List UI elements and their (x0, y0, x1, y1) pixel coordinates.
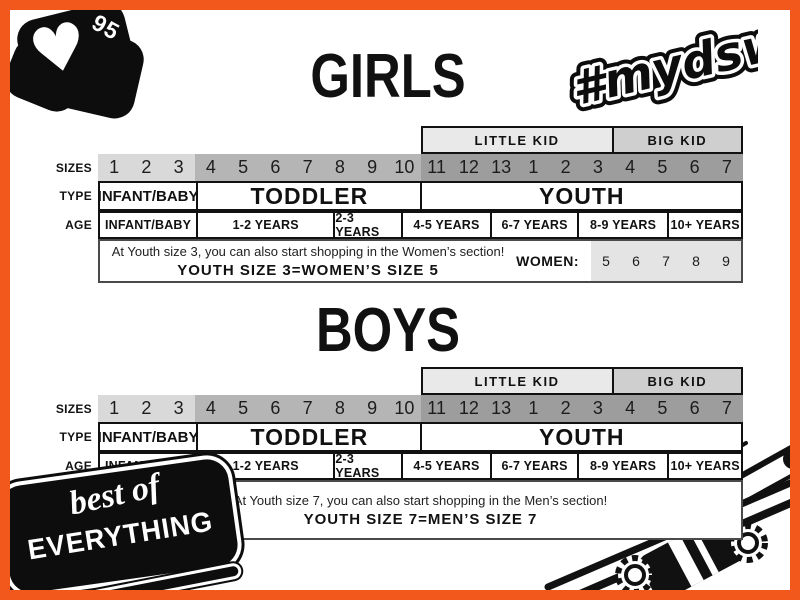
age-cell: 4-5 YEARS (400, 213, 491, 237)
type-cell: TODDLER (196, 183, 420, 209)
size-cell: 10 (394, 398, 415, 418)
size-cell: 2 (141, 398, 152, 418)
type-label: TYPE (59, 430, 92, 444)
women-size-cell: 5 (602, 253, 610, 269)
girls-note-row: At Youth size 3, you can also start shop… (62, 239, 743, 283)
sizes-label: SIZES (55, 160, 92, 175)
size-cell: 9 (367, 157, 378, 177)
sizes-label: SIZES (55, 401, 92, 416)
age-cell: 8-9 YEARS (576, 213, 667, 237)
type-cell: INFANT/BABY (97, 428, 199, 446)
little-kid-header: LITTLE KID (422, 128, 614, 152)
age-cell: 1-2 YEARS (196, 213, 333, 237)
size-cell: 1 (109, 157, 120, 177)
age-cell: 10+ YEARS (667, 454, 741, 478)
size-cell: 7 (302, 398, 313, 418)
size-cell: 8 (334, 157, 345, 177)
size-cell: 5 (657, 157, 668, 177)
age-cell: 2-3 YEARS (333, 452, 400, 480)
age-label: AGE (65, 459, 92, 473)
age-cell: INFANT/BABY (104, 218, 192, 232)
size-cell: 13 (491, 398, 512, 418)
age-cell: 6-7 YEARS (490, 454, 577, 478)
type-label: TYPE (59, 189, 92, 203)
size-cell: 10 (394, 157, 415, 177)
size-cell: 3 (592, 157, 603, 177)
type-cell: INFANT/BABY (97, 187, 199, 205)
size-cell: 3 (173, 398, 184, 418)
big-kid-header: BIG KID (613, 369, 741, 393)
women-size-cell: 6 (632, 253, 640, 269)
size-cell: 4 (625, 157, 636, 177)
hashtag-logo: #mydsw #mydsw #mydsw (559, 14, 758, 124)
size-cell: 8 (334, 398, 345, 418)
size-cell: 1 (528, 157, 539, 177)
size-cell: 5 (238, 398, 249, 418)
age-cell: 4-5 YEARS (400, 454, 491, 478)
svg-text:#mydsw: #mydsw (566, 14, 758, 117)
size-cell: 3 (592, 398, 603, 418)
age-cell: 10+ YEARS (667, 213, 741, 237)
girls-kid-group-row: LITTLE KID BIG KID (62, 126, 743, 154)
size-cell: 9 (367, 398, 378, 418)
size-cell: 11 (427, 157, 446, 177)
note-line1: At Youth size 3, you can also start shop… (111, 243, 505, 259)
size-cell: 7 (721, 398, 732, 418)
size-cell: 11 (427, 398, 446, 418)
cassette-reel-left-icon (615, 555, 655, 595)
size-cell: 7 (302, 157, 313, 177)
size-cell: 6 (689, 398, 700, 418)
boys-kid-group-row: LITTLE KID BIG KID (62, 367, 743, 395)
size-cell: 12 (458, 157, 479, 177)
girls-note: At Youth size 3, you can also start shop… (100, 241, 516, 281)
size-cell: 4 (205, 398, 216, 418)
type-cell: YOUTH (420, 183, 741, 209)
age-cell: 6-7 YEARS (490, 213, 577, 237)
type-cell: TODDLER (196, 424, 420, 450)
note-line2: YOUTH SIZE 7=MEN’S SIZE 7 (303, 510, 538, 528)
size-cell: 2 (560, 398, 571, 418)
size-cell: 1 (109, 398, 120, 418)
size-cell: 2 (560, 157, 571, 177)
age-label: AGE (65, 218, 92, 232)
size-cell: 4 (625, 398, 636, 418)
note-line2: YOUTH SIZE 3=WOMEN’S SIZE 5 (177, 261, 439, 279)
women-size-cell: 8 (692, 253, 700, 269)
size-cell: 1 (528, 398, 539, 418)
women-size-cell: 7 (662, 253, 670, 269)
boys-title: BOYS (315, 296, 461, 365)
size-cell: 5 (657, 398, 668, 418)
size-cell: 3 (173, 157, 184, 177)
women-size-cell: 9 (722, 253, 730, 269)
type-cell: YOUTH (420, 424, 741, 450)
boys-note: At Youth size 7, you can also start shop… (100, 482, 741, 538)
little-kid-header: LITTLE KID (422, 369, 614, 393)
girls-title: GIRLS (310, 42, 466, 111)
like-badge: ♥ 95 (0, 0, 153, 124)
size-cell: 13 (491, 157, 512, 177)
best-of-everything-sticker: best of EVERYTHING (0, 452, 245, 600)
size-cell: 6 (270, 398, 281, 418)
size-cell: 6 (689, 157, 700, 177)
boys-type-row: TYPE INFANT/BABY TODDLER YOUTH (59, 422, 743, 452)
girls-age-row: AGE INFANT/BABY 1-2 YEARS 2-3 YEARS 4-5 YEA… (62, 211, 743, 239)
size-cell: 6 (270, 157, 281, 177)
note-line1: At Youth size 7, you can also start shop… (233, 492, 608, 508)
size-cell: 5 (238, 157, 249, 177)
big-kid-header: BIG KID (613, 128, 741, 152)
size-cell: 4 (205, 157, 216, 177)
size-cell: 2 (141, 157, 152, 177)
girls-type-row: TYPE INFANT/BABY TODDLER YOUTH (59, 181, 743, 211)
size-cell: 7 (721, 157, 732, 177)
age-cell: 2-3 YEARS (333, 211, 400, 239)
women-sizes-box: 5 6 7 8 9 (591, 241, 741, 281)
age-cell: 8-9 YEARS (576, 454, 667, 478)
women-label: WOMEN: (516, 253, 579, 269)
size-cell: 12 (458, 398, 479, 418)
